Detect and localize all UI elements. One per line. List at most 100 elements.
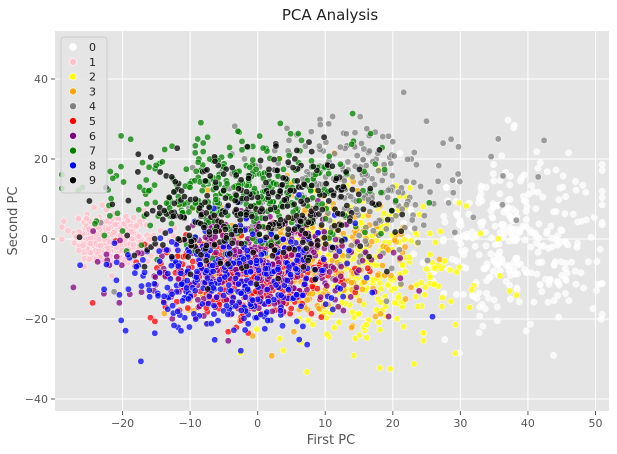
data-point-class-5 xyxy=(307,310,315,318)
data-point-class-8 xyxy=(343,260,351,267)
data-point-class-9 xyxy=(272,142,280,150)
data-point-class-0 xyxy=(475,329,483,337)
data-point-class-7 xyxy=(182,165,190,173)
data-point-class-9 xyxy=(339,183,347,191)
legend-label-5: 5 xyxy=(89,115,96,128)
data-point-class-8 xyxy=(224,310,232,318)
data-point-class-7 xyxy=(226,152,234,160)
data-point-class-8 xyxy=(335,247,343,255)
data-point-class-9 xyxy=(303,196,311,204)
data-point-class-2 xyxy=(410,360,418,368)
data-point-class-7 xyxy=(142,176,150,184)
data-point-class-4 xyxy=(412,161,420,169)
data-point-class-9 xyxy=(346,217,354,225)
data-point-class-0 xyxy=(598,194,606,202)
legend-label-6: 6 xyxy=(89,130,96,143)
data-point-class-0 xyxy=(559,172,567,180)
data-point-class-8 xyxy=(237,306,245,314)
data-point-class-8 xyxy=(163,246,171,254)
data-point-class-0 xyxy=(489,214,497,222)
data-point-class-0 xyxy=(510,121,518,129)
data-point-class-8 xyxy=(295,336,303,344)
data-point-class-3 xyxy=(358,285,366,293)
data-point-class-7 xyxy=(294,130,302,138)
data-point-class-8 xyxy=(242,293,249,301)
data-point-class-9 xyxy=(203,192,211,200)
legend-marker-2 xyxy=(69,72,77,81)
data-point-class-8 xyxy=(322,300,330,308)
data-point-class-0 xyxy=(457,240,465,248)
data-point-class-7 xyxy=(135,206,143,214)
x-tick-label: 30 xyxy=(453,417,467,430)
data-point-class-4 xyxy=(369,227,377,235)
data-point-class-2 xyxy=(372,261,380,269)
data-point-class-9 xyxy=(274,275,282,283)
data-point-class-9 xyxy=(197,251,205,259)
data-point-class-9 xyxy=(216,259,224,267)
data-point-class-9 xyxy=(262,179,270,187)
data-point-class-0 xyxy=(572,178,580,185)
data-point-class-0 xyxy=(522,269,530,277)
data-point-class-8 xyxy=(178,280,186,288)
data-point-class-9 xyxy=(243,262,251,270)
data-point-class-9 xyxy=(212,228,220,236)
data-point-class-8 xyxy=(232,302,240,310)
data-point-class-4 xyxy=(385,132,392,140)
data-point-class-4 xyxy=(455,143,462,151)
data-point-class-7 xyxy=(197,119,205,127)
data-point-class-8 xyxy=(232,274,239,282)
data-point-class-8 xyxy=(100,285,108,293)
data-point-class-0 xyxy=(504,196,512,204)
data-point-class-6 xyxy=(151,273,159,281)
data-point-class-8 xyxy=(223,302,230,310)
data-point-class-7 xyxy=(137,241,145,249)
data-point-class-2 xyxy=(394,294,402,302)
data-point-class-2 xyxy=(513,291,521,299)
data-point-class-0 xyxy=(452,210,460,218)
data-point-class-2 xyxy=(400,323,408,331)
data-point-class-9 xyxy=(365,253,373,261)
data-point-class-9 xyxy=(305,138,313,146)
data-point-class-0 xyxy=(536,281,544,288)
data-point-class-7 xyxy=(100,232,108,239)
data-point-class-0 xyxy=(527,320,534,328)
data-point-class-4 xyxy=(371,181,379,189)
data-point-class-6 xyxy=(326,268,334,276)
data-point-class-8 xyxy=(225,281,233,289)
data-point-class-0 xyxy=(522,197,530,205)
data-point-class-4 xyxy=(404,155,412,163)
data-point-class-4 xyxy=(316,121,324,129)
data-point-class-9 xyxy=(159,216,167,223)
data-point-class-9 xyxy=(85,197,93,205)
data-point-class-8 xyxy=(168,238,176,246)
data-point-class-1 xyxy=(79,241,87,249)
data-point-class-9 xyxy=(398,211,406,218)
data-point-class-9 xyxy=(76,233,83,241)
data-point-class-0 xyxy=(504,116,512,124)
data-point-class-9 xyxy=(141,263,148,271)
data-point-class-9 xyxy=(271,246,279,254)
data-point-class-0 xyxy=(559,183,567,191)
data-point-class-8 xyxy=(295,191,303,199)
data-point-class-8 xyxy=(244,285,252,293)
data-point-class-3 xyxy=(379,262,386,269)
data-point-class-8 xyxy=(274,265,282,273)
data-point-class-9 xyxy=(160,207,168,215)
data-point-class-4 xyxy=(439,139,447,147)
data-point-class-7 xyxy=(425,199,433,207)
data-point-class-6 xyxy=(138,288,145,296)
data-point-class-2 xyxy=(477,230,484,237)
data-point-class-7 xyxy=(371,160,379,168)
data-point-class-0 xyxy=(441,218,449,226)
data-point-class-7 xyxy=(168,220,175,228)
data-point-class-1 xyxy=(110,228,118,236)
data-point-class-7 xyxy=(106,168,114,175)
legend-marker-6 xyxy=(69,132,77,140)
legend-label-2: 2 xyxy=(89,71,96,84)
legend-marker-4 xyxy=(69,102,77,110)
data-point-class-0 xyxy=(459,291,467,298)
data-point-class-8 xyxy=(249,230,257,238)
data-point-class-0 xyxy=(538,258,546,266)
data-point-class-0 xyxy=(562,193,570,201)
data-point-class-9 xyxy=(220,187,228,194)
